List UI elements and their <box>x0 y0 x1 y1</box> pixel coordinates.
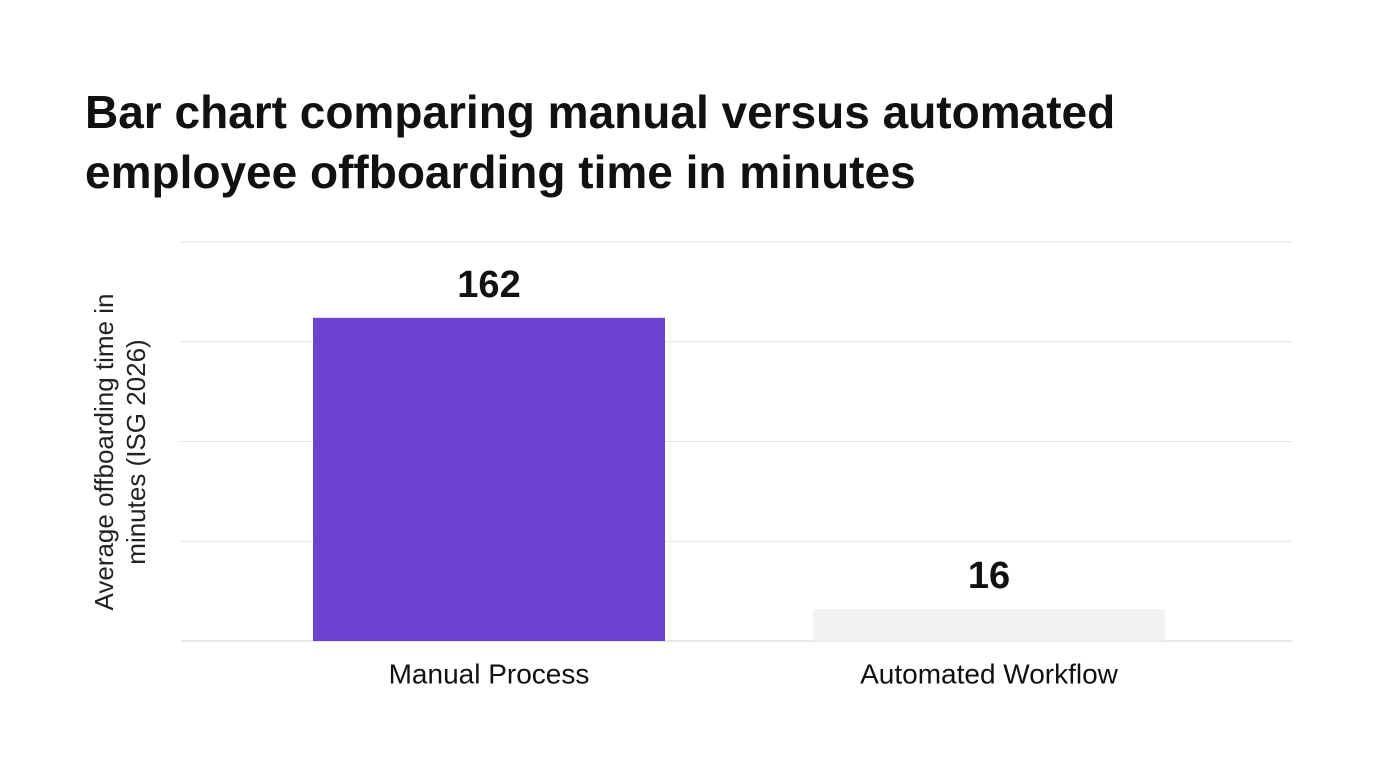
value-label: 16 <box>968 555 1010 597</box>
x-tick-label: Manual Process <box>389 658 590 689</box>
value-label: 162 <box>457 264 520 306</box>
bar <box>813 609 1165 641</box>
x-tick-label: Automated Workflow <box>860 658 1119 689</box>
bar <box>313 317 665 641</box>
chart-title: Bar chart comparing manual versus automa… <box>85 86 1116 198</box>
